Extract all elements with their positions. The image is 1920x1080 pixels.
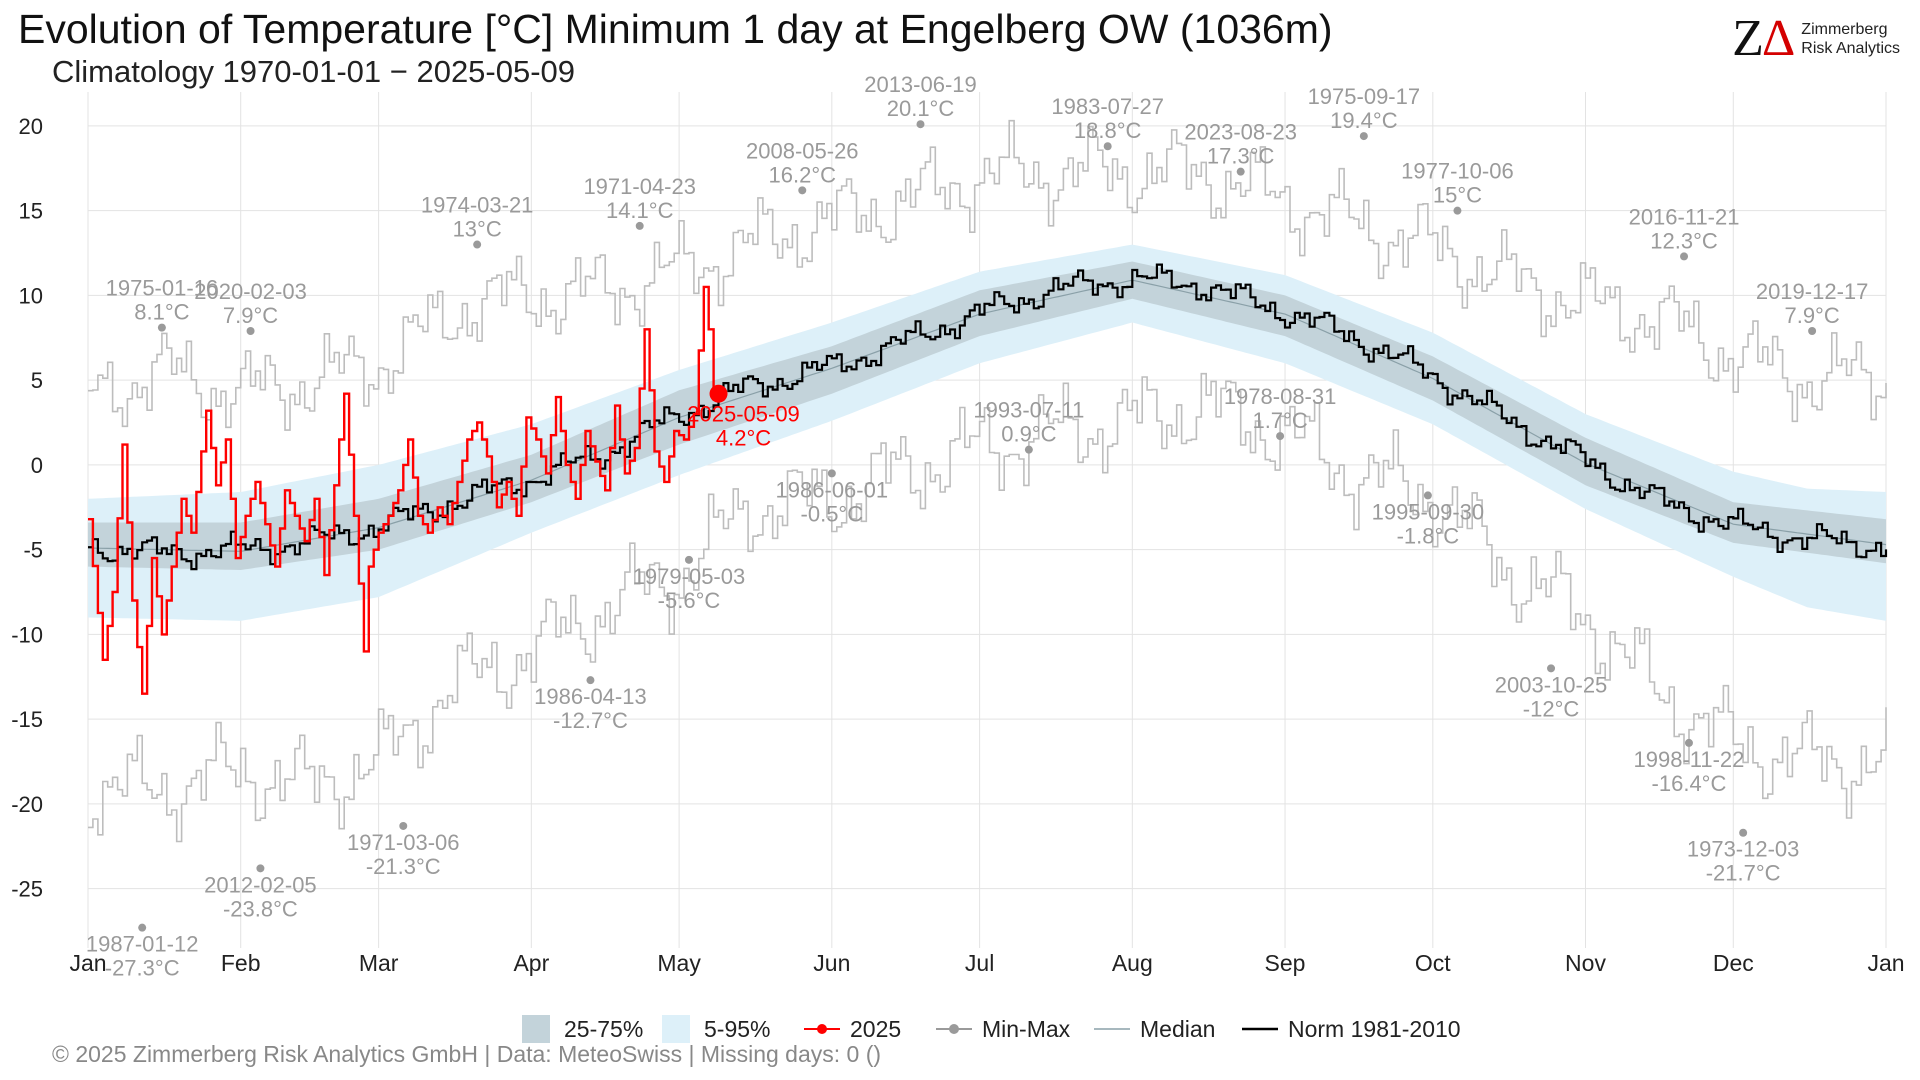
extreme-label: 1987-01-12 -27.3°C — [86, 932, 199, 981]
extreme-label: 1974-03-21 13°C — [421, 193, 534, 242]
extreme-label: 2016-11-21 12.3°C — [1629, 204, 1740, 253]
extreme-point — [635, 221, 644, 230]
extreme-point — [1236, 167, 1245, 176]
extreme-point — [1359, 132, 1368, 141]
band-5-95 — [88, 244, 1886, 621]
x-tick-label: Oct — [1415, 950, 1451, 976]
x-tick-label: Jan — [69, 950, 106, 976]
extreme-point — [1547, 664, 1556, 673]
series-2025-end-label: 2025-05-09 4.2°C — [687, 402, 800, 451]
footer-credit: © 2025 Zimmerberg Risk Analytics GmbH | … — [52, 1041, 882, 1067]
x-tick-label: Jun — [813, 950, 850, 976]
extreme-label: 1975-01-16 8.1°C — [106, 276, 219, 325]
extreme-point — [138, 923, 147, 932]
y-tick-label: 0 — [31, 453, 43, 478]
x-tick-label: Sep — [1265, 950, 1306, 976]
extreme-point — [798, 186, 807, 195]
extreme-point — [586, 676, 595, 685]
extreme-label: 1983-07-27 18.8°C — [1051, 94, 1164, 143]
band-25-75 — [88, 261, 1886, 570]
series-2025-endpoint — [709, 384, 728, 403]
extreme-point — [1684, 738, 1693, 747]
za-logo-icon: ZΔ — [1732, 10, 1795, 67]
extreme-label: 2012-02-05 -23.8°C — [204, 872, 317, 921]
legend-label-band90: 5-95% — [704, 1016, 770, 1042]
extreme-label: 1979-05-03 -5.6°C — [633, 564, 746, 613]
extreme-label: 1995-09-30 -1.8°C — [1372, 499, 1485, 548]
brand-name: Zimmerberg Risk Analytics — [1801, 21, 1900, 57]
y-tick-label: 5 — [31, 368, 43, 393]
y-tick-label: -10 — [11, 622, 43, 647]
legend-label-band50: 25-75% — [564, 1016, 643, 1042]
legend-label-current: 2025 — [850, 1016, 901, 1042]
brand-logo: ZΔ Zimmerberg Risk Analytics — [1732, 10, 1900, 67]
extreme-point — [246, 327, 255, 336]
x-tick-label: Feb — [221, 950, 261, 976]
x-tick-label: Aug — [1112, 950, 1153, 976]
y-tick-label: -25 — [11, 877, 43, 902]
extreme-point — [1423, 491, 1432, 500]
extreme-point — [1808, 327, 1817, 336]
x-tick-label: Nov — [1565, 950, 1606, 976]
extreme-point — [1276, 432, 1285, 441]
x-tick-label: Jul — [965, 950, 994, 976]
extreme-point — [399, 821, 408, 830]
extreme-point — [827, 469, 836, 478]
x-tick-label: Apr — [513, 950, 549, 976]
chart-subtitle: Climatology 1970-01-01 − 2025-05-09 — [52, 54, 576, 89]
extreme-point — [684, 555, 693, 564]
series-2025-line — [88, 285, 720, 695]
x-tick-label: Dec — [1713, 950, 1754, 976]
extreme-label: 1971-03-06 -21.3°C — [347, 830, 460, 879]
max-series-line — [88, 119, 1887, 431]
x-tick-label: May — [657, 950, 701, 976]
legend: 25-75% 5-95% 2025 Min-Max Median Norm 1981-20… — [522, 1015, 1461, 1043]
y-tick-label: 20 — [19, 114, 43, 139]
extreme-point — [256, 864, 265, 873]
extreme-label: 2008-05-26 16.2°C — [746, 138, 859, 187]
extreme-label: 2003-10-25 -12°C — [1495, 672, 1608, 721]
y-tick-label: -20 — [11, 792, 43, 817]
extreme-point — [1739, 828, 1748, 837]
x-tick-label: Jan — [1867, 950, 1904, 976]
extreme-label: 1986-04-13 -12.7°C — [534, 684, 647, 733]
y-tick-label: -5 — [23, 538, 43, 563]
extreme-point — [1453, 206, 1462, 215]
y-tick-label: 15 — [19, 199, 43, 224]
legend-label-norm: Norm 1981-2010 — [1288, 1016, 1461, 1042]
extreme-label: 1986-06-01 -0.5°C — [776, 477, 889, 526]
extreme-point — [1680, 252, 1689, 261]
extreme-point — [157, 323, 166, 332]
x-tick-label: Mar — [359, 950, 399, 976]
extreme-label: 2013-06-19 20.1°C — [864, 72, 977, 121]
extreme-label: 2020-02-03 7.9°C — [194, 279, 307, 328]
extreme-point — [1024, 445, 1033, 454]
extreme-label: 1978-08-31 1.7°C — [1224, 384, 1337, 433]
legend-label-minmax: Min-Max — [982, 1016, 1071, 1042]
extreme-label: 1977-10-06 15°C — [1401, 159, 1514, 208]
legend-swatch-band50 — [522, 1015, 550, 1043]
extreme-label: 2019-12-17 7.9°C — [1756, 279, 1869, 328]
extreme-label: 1973-12-03 -21.7°C — [1687, 837, 1800, 886]
extreme-point — [473, 240, 482, 249]
extreme-label: 2023-08-23 17.3°C — [1184, 120, 1297, 169]
extreme-label: 1998-11-22 -16.4°C — [1634, 747, 1745, 796]
y-tick-label: 10 — [19, 283, 43, 308]
min-series-line — [88, 372, 1887, 843]
extreme-label: 1971-04-23 14.1°C — [583, 174, 696, 223]
y-tick-label: -15 — [11, 707, 43, 732]
extreme-point — [916, 120, 925, 129]
legend-dot-minmax — [949, 1024, 959, 1034]
extreme-label: 1993-07-11 0.9°C — [973, 398, 1084, 447]
extreme-label: 1975-09-17 19.4°C — [1308, 84, 1421, 133]
legend-label-median: Median — [1140, 1016, 1215, 1042]
legend-swatch-band90 — [662, 1015, 690, 1043]
legend-dot-current — [817, 1024, 827, 1034]
chart-title: Evolution of Temperature [°C] Minimum 1 … — [18, 6, 1333, 52]
extreme-point — [1103, 142, 1112, 151]
